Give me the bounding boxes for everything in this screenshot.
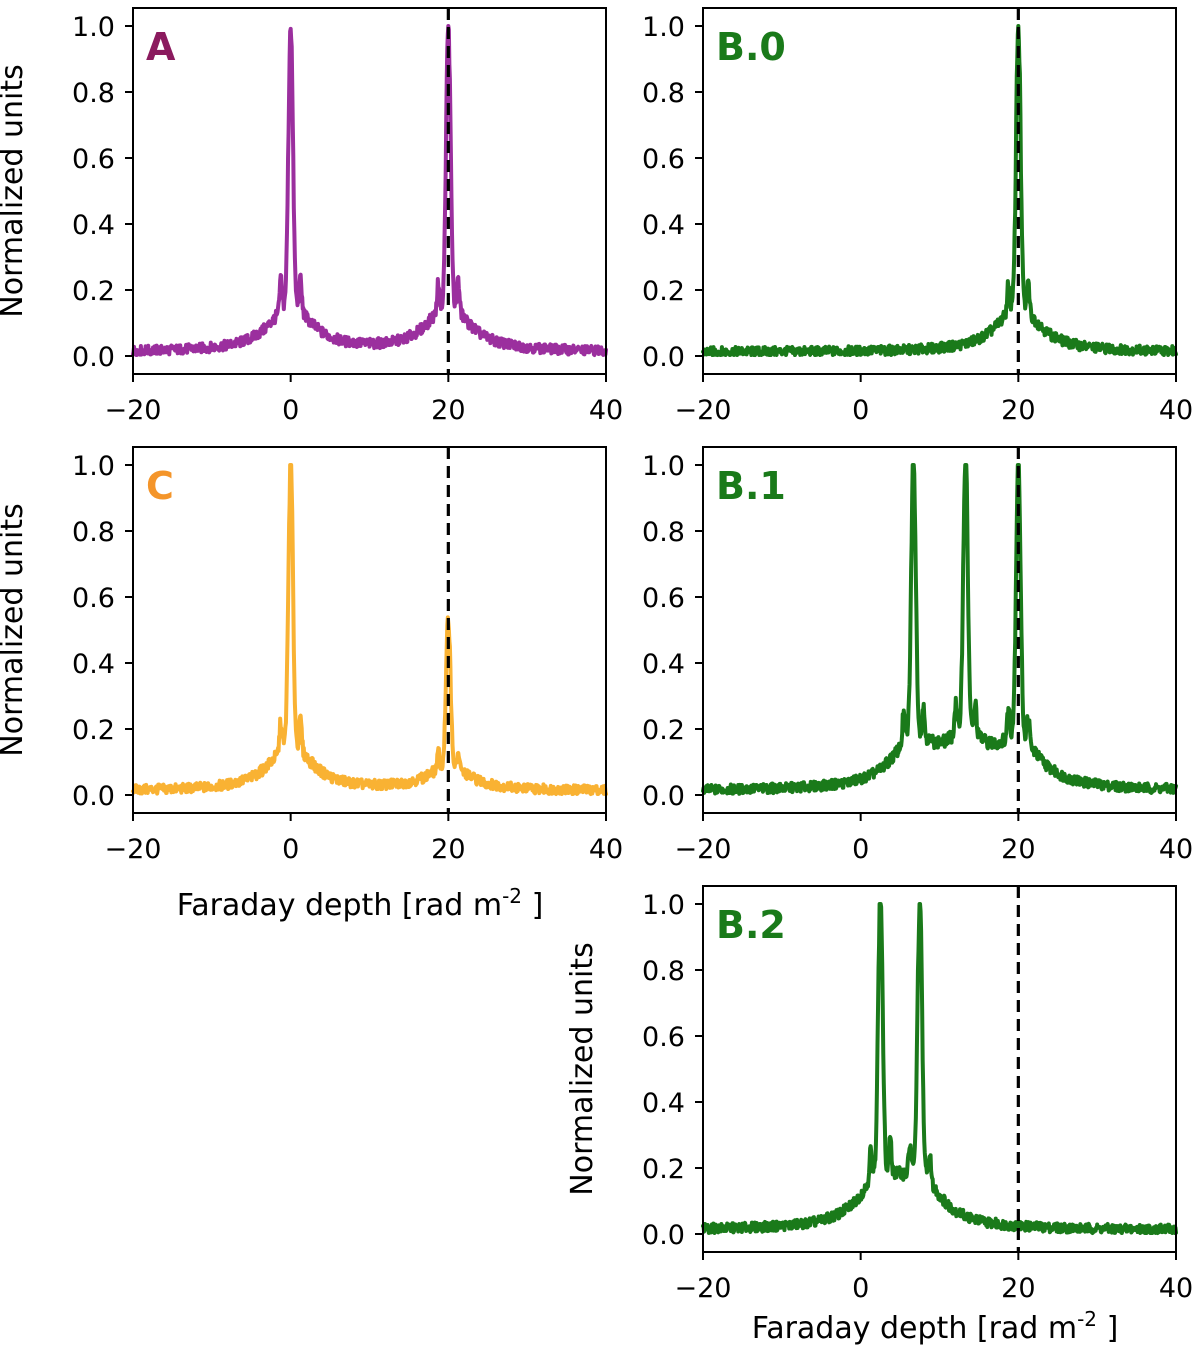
series-line-a (131, 24, 608, 358)
y-tick-label: 1.0 (72, 451, 115, 482)
y-tick-label: 0.0 (72, 781, 115, 812)
y-tick-label: 0.0 (642, 781, 685, 812)
panel-label: A (146, 25, 176, 69)
y-tick-label: 1.0 (642, 451, 685, 482)
series-line-b1 (701, 463, 1178, 796)
x-axis-label: Faraday depth [rad m-2 ] (177, 884, 544, 923)
y-tick-label: 0.8 (642, 517, 685, 548)
x-tick-label: −20 (675, 395, 732, 426)
x-tick-label: 20 (431, 834, 465, 865)
x-tick-label: 20 (431, 395, 465, 426)
panel-a: −20 0 20 40 0.0 0.2 0.4 0.6 0.8 1.0 A Normalized un… (0, 7, 623, 426)
y-tick-label: 0.4 (642, 210, 685, 241)
y-tick-label: 0.6 (72, 144, 115, 175)
panel-c: −20 0 20 40 0.0 0.2 0.4 0.6 0.8 1.0 C Normalized un… (0, 446, 623, 923)
axes-frame (702, 885, 1177, 1253)
panel-label: B.2 (716, 903, 786, 947)
y-tick-label: 0.6 (642, 144, 685, 175)
x-tick-label: −20 (105, 395, 162, 426)
y-tick-label: 0.4 (642, 1088, 685, 1119)
y-tick-label: 0.0 (642, 1220, 685, 1251)
panel-label: B.0 (716, 25, 786, 69)
x-tick-label: 40 (1159, 395, 1193, 426)
x-tick-label: 40 (1159, 834, 1193, 865)
panel-b1: −20 0 20 40 0.0 0.2 0.4 0.6 0.8 1.0 B.1 (642, 446, 1193, 865)
axes-frame (132, 7, 607, 375)
y-tick-label: 0.8 (72, 78, 115, 109)
x-tick-label: −20 (675, 1273, 732, 1304)
y-tick-label: 0.0 (642, 342, 685, 373)
panel-b0: −20 0 20 40 0.0 0.2 0.4 0.6 0.8 1.0 B.0 (642, 7, 1193, 426)
y-tick-label: 1.0 (642, 12, 685, 43)
y-tick-label: 0.2 (642, 276, 685, 307)
panel-label: B.1 (716, 464, 786, 508)
x-tick-label: 40 (1159, 1273, 1193, 1304)
x-tick-label: −20 (105, 834, 162, 865)
y-tick-label: 0.4 (642, 649, 685, 680)
x-tick-label: 0 (852, 395, 869, 426)
series-line-b0 (701, 24, 1178, 358)
series-line-c (131, 463, 608, 797)
x-tick-label: 20 (1001, 395, 1035, 426)
x-tick-label: −20 (675, 834, 732, 865)
x-tick-label: 0 (852, 834, 869, 865)
y-tick-label: 0.8 (72, 517, 115, 548)
x-tick-label: 40 (589, 834, 623, 865)
y-axis-label: Normalized units (0, 503, 30, 756)
y-tick-label: 0.4 (72, 210, 115, 241)
x-tick-label: 40 (589, 395, 623, 426)
series-line-b2 (701, 902, 1178, 1236)
panel-label: C (146, 464, 174, 508)
x-tick-label: 20 (1001, 834, 1035, 865)
y-tick-label: 0.2 (642, 715, 685, 746)
x-tick-label: 0 (282, 834, 299, 865)
x-tick-label: 0 (852, 1273, 869, 1304)
y-axis-label: Normalized units (0, 64, 30, 317)
y-tick-label: 0.8 (642, 78, 685, 109)
y-tick-label: 0.2 (72, 276, 115, 307)
y-axis-label: Normalized units (565, 942, 600, 1195)
y-tick-label: 0.2 (642, 1154, 685, 1185)
y-tick-label: 0.2 (72, 715, 115, 746)
x-tick-label: 20 (1001, 1273, 1035, 1304)
x-tick-label: 0 (282, 395, 299, 426)
y-tick-label: 0.6 (642, 1022, 685, 1053)
y-tick-label: 1.0 (642, 890, 685, 921)
panel-b2: −20 0 20 40 0.0 0.2 0.4 0.6 0.8 1.0 B.2 Normalized … (565, 885, 1193, 1346)
axes-frame (132, 446, 607, 814)
y-tick-label: 0.6 (642, 583, 685, 614)
y-tick-label: 1.0 (72, 12, 115, 43)
axes-frame (702, 7, 1177, 375)
axes-frame (702, 446, 1177, 814)
y-tick-label: 0.8 (642, 956, 685, 987)
y-tick-label: 0.4 (72, 649, 115, 680)
y-tick-label: 0.6 (72, 583, 115, 614)
y-tick-label: 0.0 (72, 342, 115, 373)
x-axis-label: Faraday depth [rad m-2 ] (752, 1307, 1119, 1346)
